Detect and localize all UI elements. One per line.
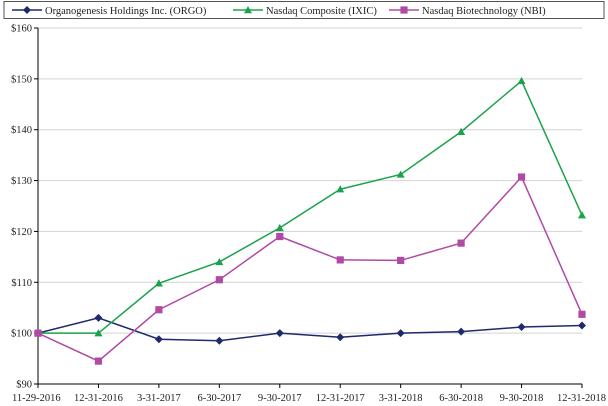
legend-box: [3, 1, 605, 19]
y-tick-label: $100: [11, 329, 32, 340]
y-tick-label: $140: [11, 125, 32, 136]
data-point: [94, 357, 103, 365]
data-point: [276, 232, 284, 241]
data-point: [517, 173, 526, 181]
data-point: [578, 321, 586, 330]
axis-layer: $90 $100 $110 $120 $130 $140 $150 $160 11-29-201…: [11, 24, 606, 405]
data-point: [215, 336, 224, 345]
x-tick-label: 12-31-2017: [316, 393, 365, 404]
data-point: [336, 333, 345, 342]
data-point: [517, 323, 526, 332]
data-point: [396, 170, 405, 178]
legend-marker: [400, 6, 408, 14]
data-point: [94, 329, 103, 337]
data-point: [457, 327, 466, 336]
x-tick-label: 6-30-2017: [197, 393, 241, 404]
legend: Organogenesis Holdings Inc. (ORGO) Nasdaq…: [3, 1, 605, 19]
x-tick-label: 3-31-2017: [137, 393, 181, 404]
y-tick-label: $160: [11, 24, 32, 35]
legend-label: Nasdaq Composite (IXIC): [266, 6, 377, 17]
data-point: [34, 329, 42, 337]
grid-layer: [38, 27, 582, 334]
data-point: [578, 211, 586, 219]
legend-label: Organogenesis Holdings Inc. (ORGO): [45, 6, 207, 17]
data-point: [336, 256, 344, 264]
legend-label: Nasdaq Biotechnology (NBI): [422, 6, 546, 17]
legend-marker: [23, 6, 31, 14]
data-point: [154, 279, 163, 287]
data-point: [215, 276, 223, 284]
legend-item-2: Nasdaq Biotechnology (NBI): [389, 6, 546, 17]
data-point: [517, 76, 526, 85]
data-point: [457, 239, 465, 247]
legend-item-1: Nasdaq Composite (IXIC): [233, 6, 377, 17]
data-point: [215, 257, 224, 266]
series-line: [37, 317, 583, 342]
x-tick-label: 12-31-2018: [557, 393, 606, 404]
x-tick-label: 9-30-2017: [258, 393, 302, 404]
x-tick-label: 3-31-2018: [379, 393, 423, 404]
x-tick-label: 6-30-2018: [439, 393, 483, 404]
x-tick-label: 11-29-2016: [12, 393, 61, 404]
y-tick-label: $90: [16, 380, 32, 391]
data-point: [336, 185, 345, 193]
series-layer: [34, 76, 586, 365]
series-1: [34, 76, 586, 337]
data-point: [155, 306, 163, 314]
legend-item-0: Organogenesis Holdings Inc. (ORGO): [12, 6, 207, 17]
y-tick-label: $110: [11, 278, 32, 289]
data-point: [457, 127, 466, 135]
data-point: [275, 223, 284, 232]
data-point: [154, 335, 163, 344]
data-point: [275, 329, 284, 338]
legend-marker: [244, 6, 252, 14]
series-line: [38, 79, 583, 334]
data-point: [578, 310, 586, 318]
data-point: [396, 329, 405, 338]
y-tick-label: $120: [11, 227, 32, 238]
y-tick-label: $150: [11, 74, 32, 85]
data-point: [397, 256, 405, 265]
series-line: [37, 175, 583, 362]
x-tick-label: 9-30-2018: [500, 393, 544, 404]
series-2: [34, 173, 586, 365]
y-tick-label: $130: [11, 176, 32, 187]
x-tick-label: 12-31-2016: [74, 393, 123, 404]
data-point: [94, 313, 103, 322]
